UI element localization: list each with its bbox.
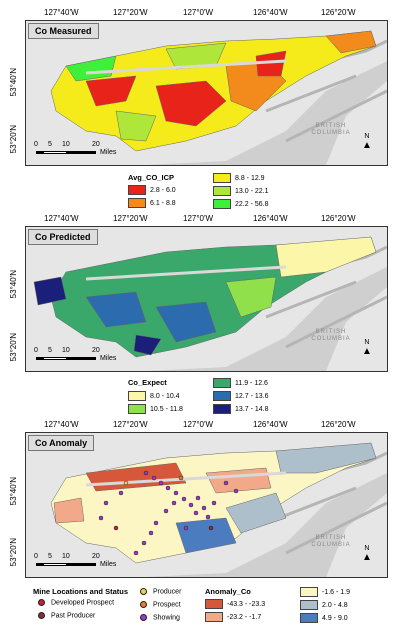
region-label: BRITISH COLUMBIA xyxy=(311,123,351,136)
scale-tick: 5 xyxy=(48,553,52,560)
lat-label: 53°20'N xyxy=(9,125,18,154)
legend-item: 13.7 - 14.8 xyxy=(213,404,268,414)
north-arrow-icon: N ▲ xyxy=(362,545,372,563)
lon-label: 126°20'W xyxy=(321,8,356,17)
watershed-region xyxy=(275,236,377,278)
river xyxy=(85,59,287,75)
legend-item: Producer xyxy=(140,588,181,595)
scale-tick: 0 xyxy=(34,347,38,354)
watershed-region xyxy=(155,80,227,127)
legend-item: 2.0 - 4.8 xyxy=(300,600,348,610)
north-label: N xyxy=(364,545,370,552)
lon-label: 126°40'W xyxy=(253,214,288,223)
north-arrow-icon: N ▲ xyxy=(362,339,372,357)
mine-locations-other xyxy=(113,475,214,531)
legend-item: Developed Prospect xyxy=(38,599,114,606)
legend-item: 8.0 - 10.4 xyxy=(128,391,180,401)
north-label: N xyxy=(364,133,370,140)
watershed-region xyxy=(33,276,67,306)
scale-tick: 10 xyxy=(62,347,70,354)
lon-label: 127°40'W xyxy=(44,8,79,17)
map-canvas xyxy=(26,433,387,577)
scale-tick: 20 xyxy=(92,141,100,148)
watershed-region xyxy=(155,301,217,343)
scale-tick: 5 xyxy=(48,141,52,148)
river xyxy=(85,471,287,487)
watershed-region xyxy=(65,55,117,82)
mine-locations xyxy=(98,470,239,556)
north-label: N xyxy=(364,339,370,346)
region-label: BRITISH COLUMBIA xyxy=(311,329,351,342)
legend-title: Anomaly_Co xyxy=(205,587,251,596)
scale-unit: Miles xyxy=(100,149,117,156)
lon-label: 126°40'W xyxy=(253,8,288,17)
panel-title: Co Predicted xyxy=(28,229,98,245)
scale-tick: 10 xyxy=(62,553,70,560)
north-arrow-icon: N ▲ xyxy=(362,133,372,151)
river xyxy=(85,265,287,281)
scale-tick: 20 xyxy=(92,347,100,354)
legend-item: -43.3 - -23.3 xyxy=(205,599,265,609)
map-canvas xyxy=(26,21,387,165)
lon-label: 127°20'W xyxy=(113,420,148,429)
scale-unit: Miles xyxy=(100,355,117,362)
panel-title: Co Anomaly xyxy=(28,435,95,451)
watershed-region xyxy=(275,442,377,474)
lon-label: 127°20'W xyxy=(113,214,148,223)
legend-title: Avg_CO_ICP xyxy=(128,173,174,182)
scale-tick: 0 xyxy=(34,141,38,148)
legend-item: 6.1 - 8.8 xyxy=(128,198,176,208)
watershed-region xyxy=(133,334,162,356)
watershed-region xyxy=(85,291,147,328)
lon-label: 127°40'W xyxy=(44,420,79,429)
legend-item: 10.5 - 11.8 xyxy=(128,404,183,414)
scale-tick: 5 xyxy=(48,347,52,354)
scale-tick: 10 xyxy=(62,141,70,148)
watershed-region xyxy=(175,517,237,554)
legend-title: Co_Expect xyxy=(128,378,167,387)
scale-unit: Miles xyxy=(100,561,117,568)
legend-item: 4.9 - 9.0 xyxy=(300,613,348,623)
legend-item: 12.7 - 13.6 xyxy=(213,391,268,401)
legend-item: Showing xyxy=(140,614,180,621)
legend-item: 11.9 - 12.6 xyxy=(213,378,268,388)
legend-item: Past Producer xyxy=(38,612,95,619)
legend-item: 13.0 - 22.1 xyxy=(213,186,268,196)
panel-title: Co Measured xyxy=(28,23,99,39)
lon-label: 126°40'W xyxy=(253,420,288,429)
lat-label: 53°20'N xyxy=(9,538,18,567)
legend-item: 2.8 - 6.0 xyxy=(128,185,176,195)
lon-label: 127°40'W xyxy=(44,214,79,223)
lat-label: 53°40'N xyxy=(9,477,18,506)
lon-label: 126°20'W xyxy=(321,420,356,429)
lon-label: 127°0'W xyxy=(183,420,214,429)
watershed-region xyxy=(115,110,157,142)
legend-item: 22.2 - 56.8 xyxy=(213,199,268,209)
lon-label: 126°20'W xyxy=(321,214,356,223)
legend-item: -1.6 - 1.9 xyxy=(300,587,350,597)
watershed-region xyxy=(225,276,277,318)
scale-tick: 0 xyxy=(34,553,38,560)
map-panel-predicted[interactable]: Co Predicted BRITISH COLUMBIA 0 5 10 20 M… xyxy=(25,226,388,372)
map-panel-measured[interactable]: Co Measured BRITISH COLUMBIA 0 5 10 20 Mi… xyxy=(25,20,388,166)
legend-title: Mine Locations and Status xyxy=(33,587,129,596)
lon-label: 127°0'W xyxy=(183,214,214,223)
map-panel-anomaly[interactable]: Co Anomaly BRITISH COLUMBIA 0 5 10 20 Mil… xyxy=(25,432,388,578)
watershed-region xyxy=(85,75,137,107)
map-canvas xyxy=(26,227,387,371)
watershed-region xyxy=(325,30,377,54)
lat-label: 53°40'N xyxy=(9,270,18,299)
legend-item: 8.8 - 12.9 xyxy=(213,173,265,183)
lon-label: 127°0'W xyxy=(183,8,214,17)
watershed-region xyxy=(225,492,287,534)
lat-label: 53°20'N xyxy=(9,333,18,362)
lat-label: 53°40'N xyxy=(9,68,18,97)
legend-item: -23.2 - -1.7 xyxy=(205,612,261,622)
scale-tick: 20 xyxy=(92,553,100,560)
watershed-region xyxy=(255,50,287,77)
legend-item: Prospect xyxy=(140,601,181,608)
watershed-region xyxy=(53,497,85,524)
lon-label: 127°20'W xyxy=(113,8,148,17)
region-label: BRITISH COLUMBIA xyxy=(311,535,351,548)
